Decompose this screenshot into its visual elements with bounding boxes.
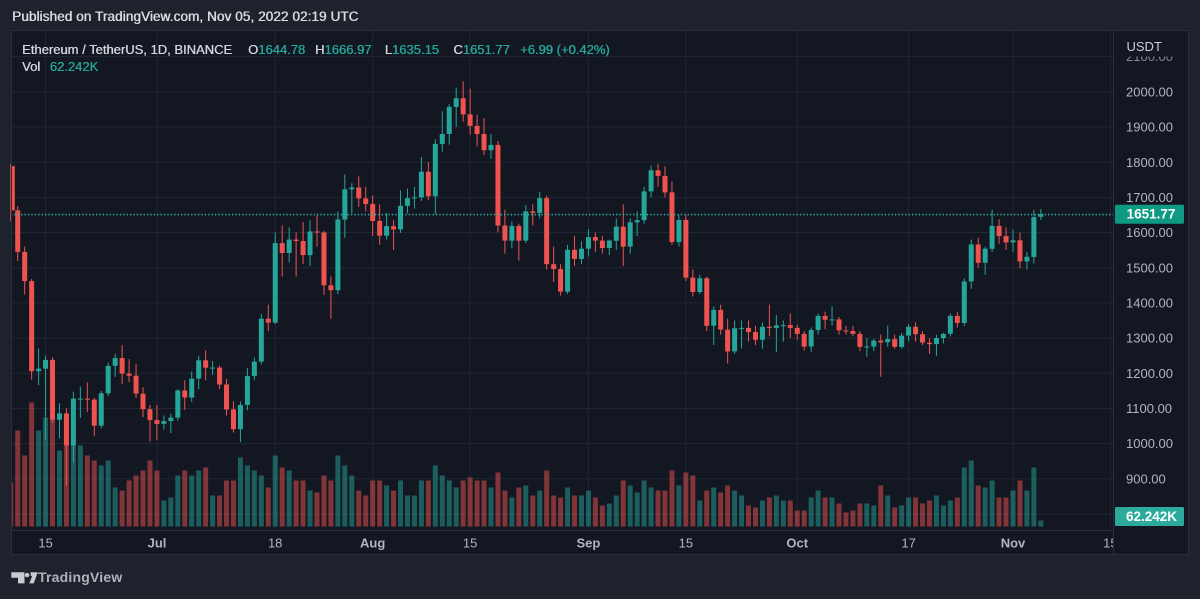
svg-text:Sep: Sep [576, 536, 600, 551]
svg-text:Nov: Nov [1001, 536, 1026, 551]
svg-text:15: 15 [1103, 536, 1117, 551]
svg-text:1651.77: 1651.77 [1127, 207, 1176, 222]
svg-text:1300.00: 1300.00 [1126, 331, 1173, 346]
svg-text:1100.00: 1100.00 [1126, 401, 1172, 416]
svg-text:1200.00: 1200.00 [1126, 366, 1173, 381]
svg-text:15: 15 [679, 536, 693, 551]
svg-text:62.242K: 62.242K [1126, 509, 1177, 524]
svg-text:900.00: 900.00 [1126, 471, 1166, 486]
svg-text:15: 15 [463, 536, 477, 551]
svg-text:1400.00: 1400.00 [1126, 296, 1173, 311]
svg-text:Oct: Oct [786, 536, 808, 551]
svg-text:Jul: Jul [148, 536, 167, 551]
svg-text:15: 15 [38, 536, 52, 551]
svg-text:17: 17 [901, 536, 915, 551]
svg-text:18: 18 [268, 536, 282, 551]
svg-text:1000.00: 1000.00 [1126, 436, 1173, 451]
svg-text:USDT: USDT [1127, 39, 1162, 54]
svg-text:1900.00: 1900.00 [1126, 120, 1173, 135]
svg-text:1800.00: 1800.00 [1126, 155, 1173, 170]
svg-text:Aug: Aug [360, 536, 385, 551]
svg-text:1500.00: 1500.00 [1126, 260, 1173, 275]
svg-text:1600.00: 1600.00 [1126, 225, 1173, 240]
svg-text:1700.00: 1700.00 [1126, 190, 1173, 205]
svg-text:2000.00: 2000.00 [1126, 84, 1173, 99]
